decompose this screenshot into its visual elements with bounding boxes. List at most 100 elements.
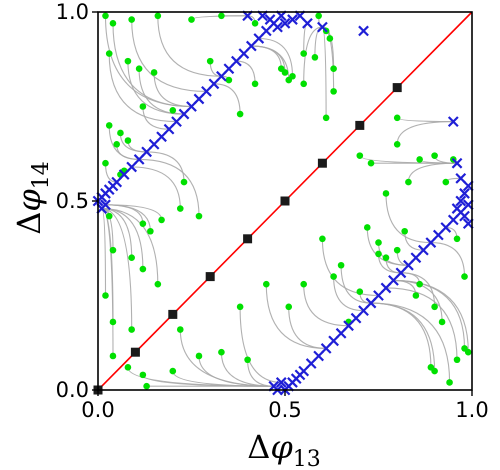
end-point-marker [317, 21, 328, 33]
start-point-marker [124, 364, 132, 371]
start-point-marker [102, 159, 109, 167]
start-point-marker [382, 254, 390, 261]
trajectory-curve [236, 60, 256, 84]
end-point-marker [459, 188, 470, 199]
trajectory-curve [108, 53, 177, 123]
trajectory-curve [303, 26, 323, 84]
end-point-marker [451, 203, 463, 214]
fixed-point-marker [317, 158, 327, 168]
start-point-marker [195, 352, 203, 360]
start-point-marker [109, 246, 117, 254]
y-tick-label: 1.0 [56, 0, 89, 24]
trajectory-curve [370, 302, 432, 368]
start-point-marker [337, 261, 345, 269]
trajectory-curve [393, 279, 469, 353]
start-point-marker [154, 12, 162, 20]
trajectory-curve [101, 208, 133, 330]
x-tick-label: 0.0 [81, 398, 114, 422]
start-point-marker [206, 57, 214, 65]
end-point-marker [447, 116, 459, 127]
fixed-point-marker [392, 83, 402, 93]
start-point-marker [188, 16, 195, 23]
trajectory-curve [396, 117, 454, 123]
start-point-marker [393, 114, 401, 122]
trajectory-curve [321, 238, 379, 297]
start-point-marker [367, 159, 375, 167]
trajectory-curve [108, 125, 140, 160]
start-point-marker [128, 254, 135, 261]
start-point-marker [236, 303, 244, 311]
start-point-marker [102, 12, 109, 20]
start-point-marker [431, 367, 438, 375]
trajectory-curve [101, 208, 159, 285]
start-point-marker [330, 273, 337, 280]
start-point-marker [326, 35, 334, 42]
end-point-marker [455, 172, 467, 184]
start-point-marker [363, 224, 371, 231]
start-point-marker [431, 152, 438, 159]
start-point-marker [416, 280, 423, 288]
trajectory-curve [112, 23, 192, 108]
start-point-marker [218, 348, 225, 356]
y-axis-label: Δφ14 [10, 161, 54, 235]
start-point-marker [109, 318, 117, 326]
end-point-marker [287, 14, 298, 25]
fixed-point-marker [205, 272, 215, 282]
start-point-marker [143, 382, 150, 390]
trajectory-curve [340, 265, 372, 304]
trajectory-curve [239, 306, 282, 383]
start-point-marker [180, 178, 188, 186]
x-tick-label: 1.0 [455, 398, 488, 422]
start-point-marker [105, 212, 113, 220]
trajectory-curve [139, 158, 200, 217]
start-point-marker [244, 356, 251, 364]
start-point-marker [176, 205, 184, 212]
start-point-marker [319, 235, 326, 243]
end-point-marker [455, 195, 467, 207]
start-point-marker [382, 190, 390, 197]
start-point-marker [453, 235, 461, 243]
trajectory-curve [179, 329, 274, 387]
trajectory-curve [142, 106, 170, 130]
trajectory-curve [265, 284, 327, 349]
start-point-marker [113, 141, 120, 148]
start-point-marker [150, 69, 158, 76]
start-point-marker [375, 250, 382, 258]
start-point-marker [453, 356, 461, 364]
start-point-marker [169, 367, 177, 375]
start-point-marker [285, 303, 293, 311]
end-point-marker [272, 21, 283, 33]
end-point-marker [451, 157, 463, 169]
trajectory-curve [258, 37, 294, 77]
trajectory-curve [198, 355, 274, 387]
start-point-marker [158, 216, 165, 224]
y-tick-label: 0.0 [56, 378, 89, 402]
trajectory-curve [251, 45, 290, 81]
start-point-marker [315, 12, 322, 20]
fixed-point-marker [243, 234, 253, 244]
start-point-marker [356, 288, 364, 296]
trajectory-curve [131, 166, 181, 209]
y-tick-label: 0.5 [56, 189, 89, 213]
start-point-marker [285, 76, 293, 84]
start-point-marker [117, 129, 124, 137]
start-point-marker [300, 50, 308, 57]
trajectory-curve [101, 208, 114, 357]
end-point-marker [275, 377, 287, 388]
trajectory-curve [370, 302, 451, 383]
start-point-marker [124, 57, 132, 65]
start-point-marker [356, 152, 364, 159]
start-point-marker [147, 227, 154, 235]
start-point-marker [263, 280, 270, 288]
start-point-marker [105, 122, 113, 129]
fixed-point-marker [280, 196, 290, 206]
tick-layer: 0.0 0.5 1.0 0.0 0.5 1.0 [56, 0, 489, 422]
end-point-marker [100, 199, 111, 211]
trajectory-curve [288, 306, 327, 349]
start-point-marker [251, 20, 259, 27]
trajectory-curve [430, 242, 466, 277]
start-point-marker [195, 212, 203, 220]
trajectory-curve [370, 302, 436, 372]
start-point-marker [300, 280, 308, 288]
start-point-marker [464, 348, 472, 356]
